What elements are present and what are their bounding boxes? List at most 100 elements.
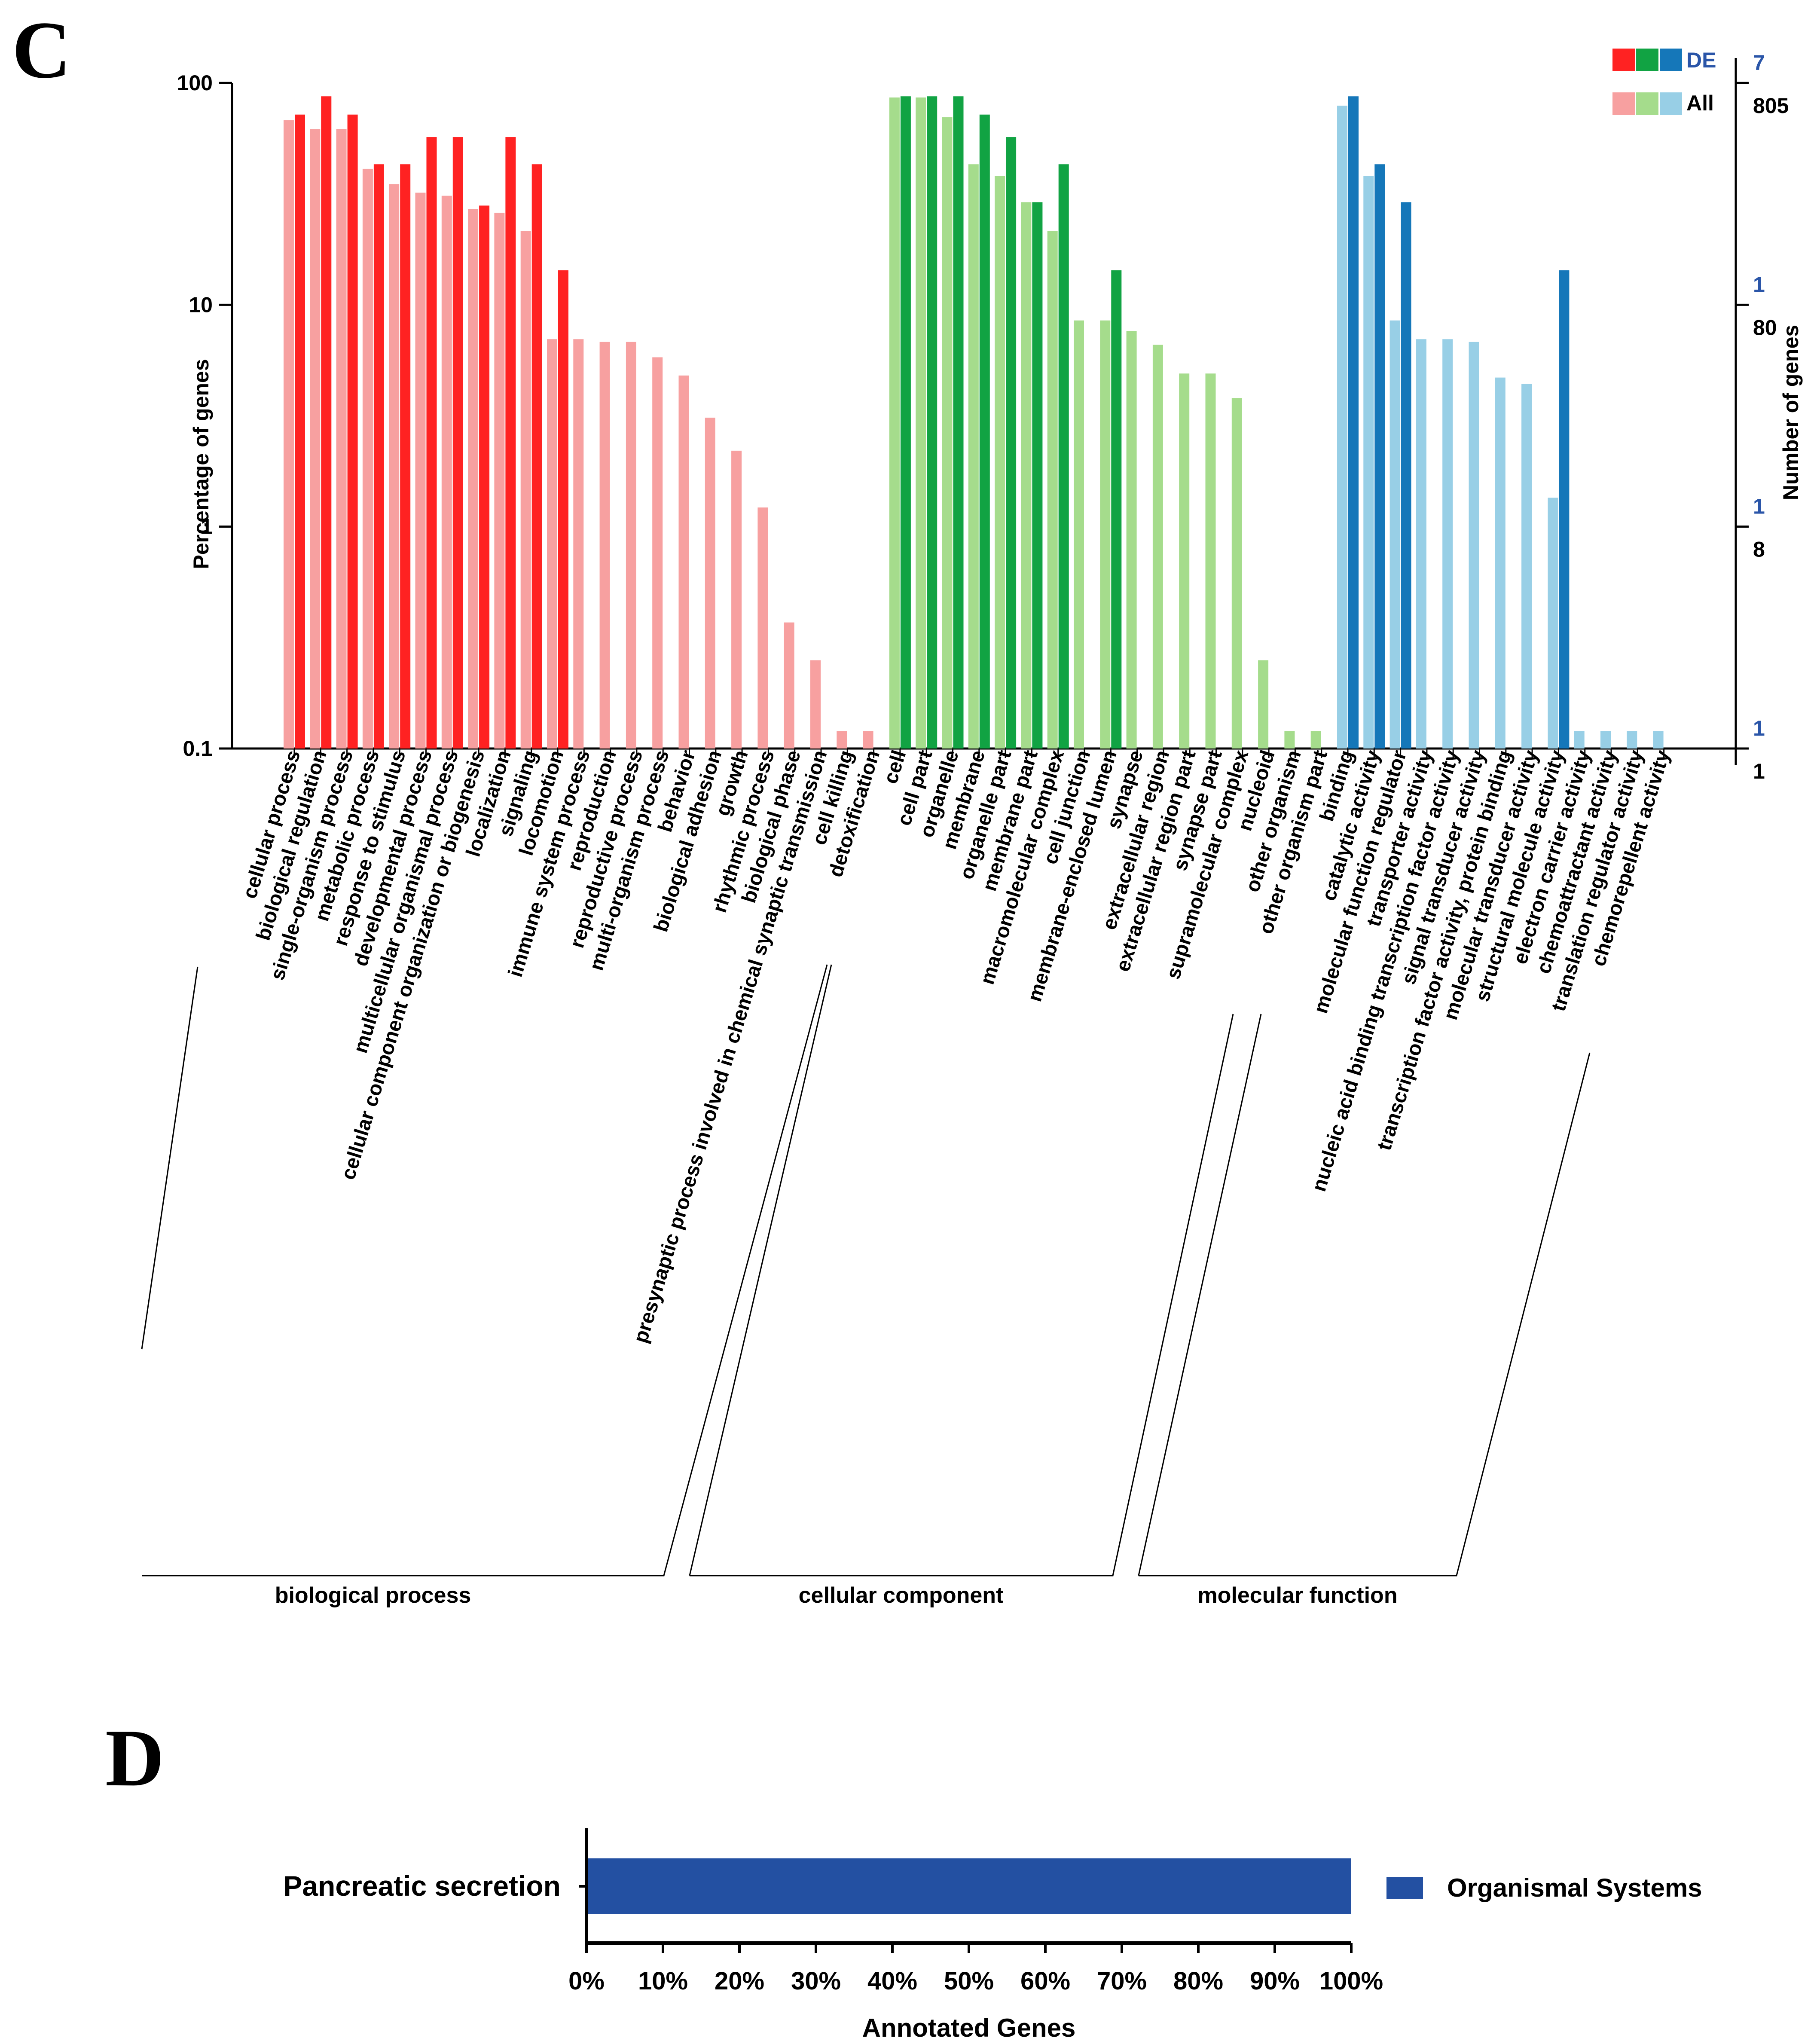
- bar-all-presynaptic-process-involved-in-chemical-synaptic-transmission: [810, 660, 821, 749]
- kegg-x-tick-label: 30%: [791, 1967, 841, 1995]
- bar-all-translation-regulator-activity: [1627, 731, 1637, 749]
- left-y-tick-label: 0.1: [183, 736, 213, 761]
- kegg-legend-swatch: [1386, 1877, 1423, 1899]
- bar-all-other-organism: [1284, 731, 1295, 749]
- left-y-ticks: 100 10 1 0.1: [177, 71, 232, 761]
- bar-de-binding: [1348, 96, 1359, 749]
- bar-de-membrane-part: [1032, 202, 1043, 749]
- kegg-x-tick-label: 90%: [1250, 1967, 1300, 1995]
- right-y-ticks: 7 805 1 80 1 8 1 1: [1736, 51, 1789, 783]
- bar-de-cellular-component-organization-or-biogenesis: [479, 205, 490, 749]
- kegg-x-ticks: 0% 10% 20% 30% 40% 50% 60% 70% 80% 90% 100%: [568, 1943, 1383, 1995]
- left-y-tick-label: 100: [177, 71, 213, 95]
- bar-all-transcription-factor-activity-protein-binding: [1495, 377, 1506, 749]
- bar-all-chemoattractant-activity: [1600, 731, 1611, 749]
- legend-swatch-mf-de: [1660, 49, 1682, 71]
- bar-all-extracellular-region: [1152, 345, 1163, 749]
- kegg-x-tick-label: 70%: [1097, 1967, 1147, 1995]
- bar-de-catalytic-activity: [1374, 164, 1385, 749]
- left-y-tick-label: 1: [201, 515, 213, 539]
- kegg-x-tick-label: 50%: [944, 1967, 994, 1995]
- bar-all-macromolecular-complex: [1047, 231, 1058, 749]
- bracket-cellular-component: [689, 964, 1234, 1577]
- kegg-x-tick-label: 0%: [568, 1967, 605, 1995]
- bar-all-developmental-process: [415, 192, 426, 749]
- bar-all-organelle-part: [995, 176, 1005, 749]
- right-y-tick-all: 1: [1753, 759, 1765, 783]
- go-category-ticks: [293, 749, 1665, 758]
- left-y-axis-title: Percentage of genes: [189, 359, 213, 569]
- bar-all-cell-killing: [837, 731, 847, 749]
- bar-all-biological-phase: [784, 622, 794, 749]
- panel-d-letter: D: [105, 1713, 164, 1803]
- bar-all-signaling: [520, 231, 531, 749]
- bar-all-immune-system-process: [573, 339, 584, 749]
- bar-de-macromolecular-complex: [1058, 164, 1069, 749]
- bar-de-response-to-stimulus: [400, 164, 411, 749]
- right-y-tick-de: 1: [1753, 495, 1765, 519]
- bar-all-signal-transducer-activity: [1469, 342, 1479, 749]
- bar-de-organelle-part: [1006, 137, 1017, 749]
- bar-all-cell: [889, 97, 900, 749]
- panel-c-letter: C: [12, 5, 71, 95]
- bar-all-electron-carrier-activity: [1574, 731, 1585, 749]
- bar-all-molecular-transducer-activity: [1521, 384, 1532, 749]
- bar-all-single-organism-process: [336, 129, 347, 749]
- bar-de-multicellular-organismal-process: [452, 137, 463, 749]
- bar-de-cellular-process: [295, 114, 305, 749]
- bracket-biological-process: [141, 964, 828, 1577]
- group-label-cellular-component: cellular component: [799, 1583, 1004, 1608]
- kegg-x-tick-label: 100%: [1319, 1967, 1383, 1995]
- bar-de-structural-molecule-activity: [1559, 270, 1570, 749]
- legend-label-de: DE: [1686, 48, 1716, 72]
- bar-de-cell: [900, 96, 911, 749]
- bar-all-structural-molecule-activity: [1548, 498, 1558, 749]
- right-y-tick-all: 80: [1753, 315, 1777, 339]
- bar-all-other-organism-part: [1310, 731, 1321, 749]
- kegg-legend: Organismal Systems: [1386, 1873, 1702, 1902]
- bar-all-multicellular-organismal-process: [441, 196, 452, 749]
- kegg-x-tick-label: 60%: [1020, 1967, 1070, 1995]
- bar-all-biological-regulation: [310, 129, 321, 749]
- bar-all-synapse: [1126, 331, 1137, 749]
- kegg-category-label: Pancreatic secretion: [283, 1870, 561, 1902]
- bar-all-organelle: [942, 117, 953, 749]
- left-y-tick-label: 10: [189, 293, 213, 317]
- bar-all-transporter-activity: [1416, 339, 1426, 749]
- bar-all-extracellular-region-part: [1179, 373, 1190, 749]
- bar-de-locomotion: [558, 270, 568, 749]
- bar-all-response-to-stimulus: [389, 184, 400, 749]
- bar-all-membrane: [968, 164, 979, 749]
- kegg-x-tick-label: 80%: [1173, 1967, 1223, 1995]
- bar-all-localization: [494, 213, 505, 749]
- bar-all-supramolecular-complex: [1231, 398, 1242, 749]
- bar-de-biological-regulation: [321, 96, 332, 749]
- bar-de-organelle: [953, 96, 964, 749]
- bar-all-behavior: [678, 375, 689, 749]
- legend-swatch-mf-all: [1660, 92, 1682, 115]
- group-label-biological-process: biological process: [275, 1583, 471, 1608]
- kegg-bar-pancreatic-secretion: [588, 1858, 1351, 1914]
- kegg-x-tick-label: 40%: [867, 1967, 917, 1995]
- bar-de-developmental-process: [426, 137, 437, 749]
- bar-all-reproductive-process: [626, 342, 636, 749]
- bar-all-molecular-function-regulator: [1389, 320, 1400, 749]
- right-y-tick-all: 8: [1753, 538, 1765, 562]
- bar-all-chemorepellent-activity: [1653, 731, 1664, 749]
- bar-all-growth: [731, 450, 742, 749]
- bar-all-detoxification: [863, 731, 873, 749]
- kegg-bars: Pancreatic secretion: [283, 1858, 1351, 1914]
- group-label-molecular-function: molecular function: [1197, 1583, 1397, 1608]
- left-y-axis: Percentage of genes: [189, 83, 233, 749]
- go-bars: [284, 96, 1664, 749]
- legend-swatch-bp-de: [1612, 49, 1635, 71]
- bar-all-cell-part: [916, 97, 926, 749]
- bracket-molecular-function: [1138, 1014, 1591, 1577]
- kegg-legend-label: Organismal Systems: [1447, 1873, 1702, 1902]
- right-y-axis-title: Number of genes: [1779, 325, 1803, 500]
- bar-de-metabolic-process: [373, 164, 384, 749]
- bar-all-nucleic-acid-binding-transcription-factor-activity: [1442, 339, 1453, 749]
- right-y-tick-de: 7: [1753, 51, 1765, 75]
- legend-label-all: All: [1686, 91, 1714, 115]
